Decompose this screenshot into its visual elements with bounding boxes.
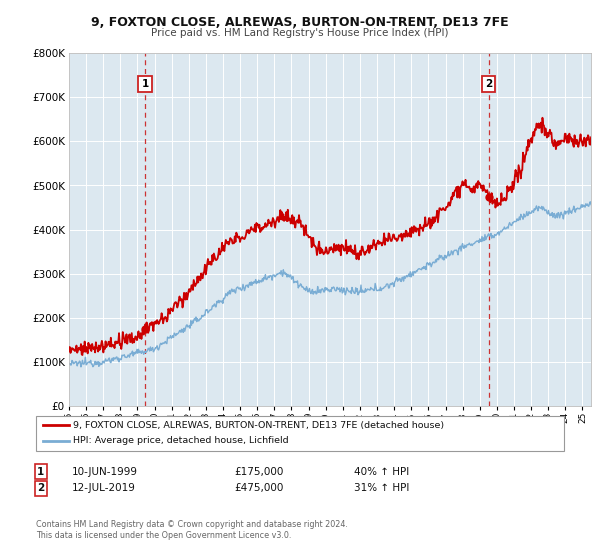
Text: 9, FOXTON CLOSE, ALREWAS, BURTON-ON-TRENT, DE13 7FE (detached house): 9, FOXTON CLOSE, ALREWAS, BURTON-ON-TREN… <box>73 421 445 430</box>
Text: 10-JUN-1999: 10-JUN-1999 <box>72 466 138 477</box>
Text: 12-JUL-2019: 12-JUL-2019 <box>72 483 136 493</box>
Text: £475,000: £475,000 <box>234 483 283 493</box>
Text: Price paid vs. HM Land Registry's House Price Index (HPI): Price paid vs. HM Land Registry's House … <box>151 28 449 38</box>
Text: 2: 2 <box>37 483 44 493</box>
Text: £175,000: £175,000 <box>234 466 283 477</box>
Text: 40% ↑ HPI: 40% ↑ HPI <box>354 466 409 477</box>
Text: 9, FOXTON CLOSE, ALREWAS, BURTON-ON-TRENT, DE13 7FE: 9, FOXTON CLOSE, ALREWAS, BURTON-ON-TREN… <box>91 16 509 29</box>
Text: 1: 1 <box>37 466 44 477</box>
Text: 2: 2 <box>485 79 493 89</box>
Text: Contains HM Land Registry data © Crown copyright and database right 2024.
This d: Contains HM Land Registry data © Crown c… <box>36 520 348 540</box>
Text: HPI: Average price, detached house, Lichfield: HPI: Average price, detached house, Lich… <box>73 436 289 445</box>
Text: 1: 1 <box>142 79 149 89</box>
Text: 31% ↑ HPI: 31% ↑ HPI <box>354 483 409 493</box>
